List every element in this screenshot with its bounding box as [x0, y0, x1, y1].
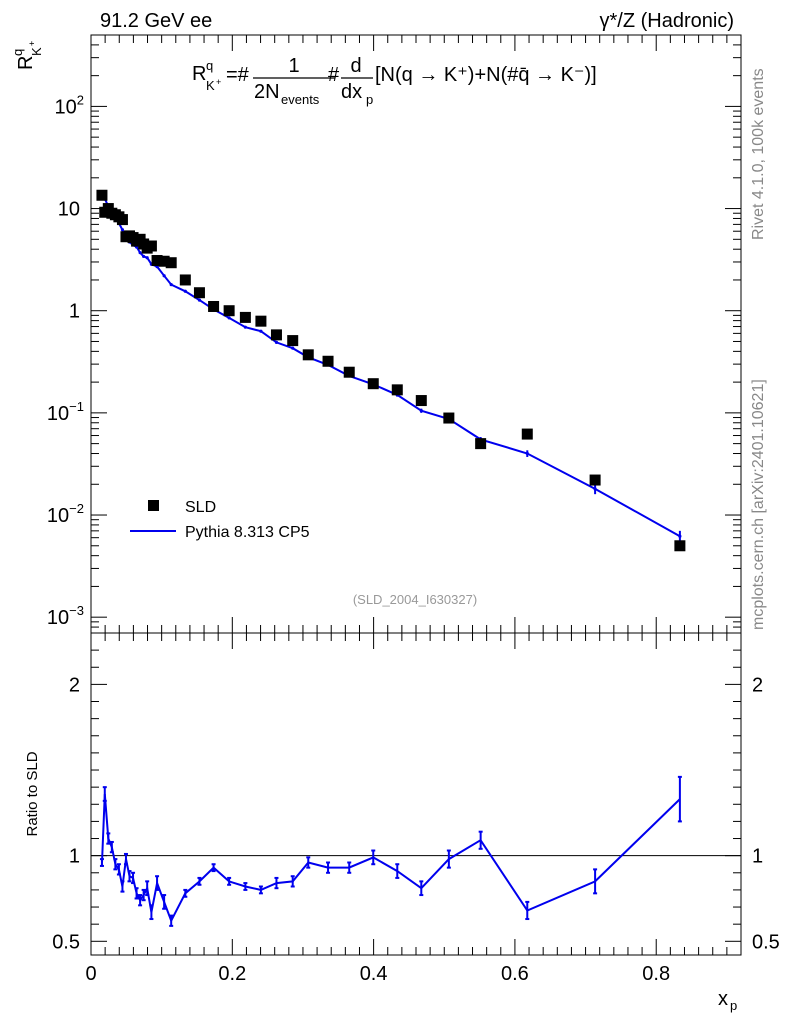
formula-frac2-num: d [350, 55, 361, 77]
ratio-xtick-label: 0 [85, 963, 96, 985]
sld-data-point [208, 300, 220, 312]
sld-data-point [322, 355, 334, 367]
ratio-ytick-label-left: 1 [69, 846, 80, 868]
mc-point [183, 289, 187, 293]
mc-point [291, 346, 295, 350]
mc-point [259, 329, 263, 333]
formula-hash2: # [328, 64, 340, 86]
mc-point [274, 340, 279, 344]
formula-lhs-subsup: + [216, 77, 221, 87]
main-ylabel-subsup: + [27, 41, 37, 46]
ratio-ytick-label-right: 0.5 [752, 931, 780, 953]
ratio-ytick-label-right: 1 [752, 846, 763, 868]
formula-eq: =# [226, 64, 250, 86]
legend-label-sld: SLD [185, 499, 216, 516]
main-ytick-label: 10−2 [47, 501, 84, 527]
main-ytick-label: 10−3 [47, 603, 84, 629]
ratio-ytick-label-left: 2 [69, 674, 80, 696]
mc-point [120, 228, 125, 232]
legend: SLD Pythia 8.313 CP5 [130, 499, 310, 541]
rivet-label: Rivet 4.1.0, 100k events [750, 68, 767, 240]
ratio-xtick-label: 0.2 [218, 963, 246, 985]
sld-data-point [270, 329, 282, 341]
sld-data-point [521, 428, 533, 440]
ratio-xtick-label: 0.8 [642, 963, 670, 985]
ratio-ytick-label-left: 0.5 [52, 931, 80, 953]
sld-data-point [96, 189, 108, 201]
formula-bracket: [N(q → K⁺)+N(#q̄ → K⁻)] [375, 64, 597, 86]
sld-data-point [367, 378, 379, 390]
ratio-series-line [101, 793, 681, 924]
main-ylabel-sup: q [10, 49, 25, 56]
ratio-xtick-label: 0.6 [501, 963, 529, 985]
analysis-id: (SLD_2004_I630327) [353, 592, 477, 607]
ratio-panel-frame [90, 632, 742, 956]
ratio-xlabel-sub: p [730, 998, 737, 1013]
sld-data-point [193, 287, 205, 299]
sld-data-point [165, 257, 177, 269]
formula-frac1-den-sub: events [281, 92, 320, 107]
legend-marker-sld [148, 500, 159, 511]
ratio-xlabel: x [718, 988, 728, 1010]
sld-data-point [116, 214, 128, 226]
formula-frac1-num: 1 [288, 55, 299, 77]
mc-point [227, 316, 231, 320]
mc-point [138, 251, 142, 255]
sld-data-point [239, 311, 251, 323]
sld-data-point [302, 349, 314, 361]
sld-data-point [255, 315, 267, 327]
mc-point [593, 487, 597, 491]
main-ytick-label: 1 [69, 301, 80, 323]
sld-data-point [475, 438, 487, 450]
formula-frac1-den: 2N [254, 81, 280, 103]
ratio-ytick-label-right: 2 [752, 674, 763, 696]
formula-lhs-sub: K [206, 78, 215, 93]
sld-data-point [158, 255, 170, 267]
main-ylabel-text: R [15, 56, 37, 70]
mcplots-label: mcplots.cern.ch [arXiv:2401.10621] [750, 379, 767, 630]
ratio-ylabel: Ratio to SLD [24, 751, 41, 836]
mc-point [419, 409, 423, 413]
formula-frac2-den: dx [341, 81, 362, 103]
main-ylabel-sub: K [29, 47, 44, 56]
sld-data-point [287, 335, 299, 347]
mc-point [145, 256, 149, 260]
main-ytick-label: 102 [55, 92, 84, 118]
main-ytick-label: 10−1 [47, 399, 84, 425]
main-ytick-label: 10 [58, 199, 80, 221]
mc-point [525, 451, 529, 456]
mc-point [197, 298, 202, 302]
main-ylabel: R q K + [10, 41, 44, 70]
mc-point [678, 534, 682, 538]
sld-data-point [443, 412, 455, 424]
sld-data-point [343, 366, 355, 378]
header-right: γ*/Z (Hadronic) [600, 10, 734, 32]
formula-frac2-den-sub: p [366, 92, 373, 107]
header-left: 91.2 GeV ee [100, 10, 212, 32]
ratio-chart-layer: 0.5 0.5 1 1 2 2 0 0.2 0.4 0.6 0.8 [52, 633, 780, 985]
formula: R q K + =# 1 2N events # d dx p [N(q → K… [192, 55, 597, 107]
ratio-xtick-label: 0.4 [360, 963, 388, 985]
sld-data-point [151, 255, 163, 267]
main-chart-layer: 10−3 10−2 10−1 1 10 102 [47, 35, 741, 633]
formula-lhs-sup: q [206, 58, 213, 73]
mc-point [243, 325, 247, 329]
sld-data-point [415, 395, 427, 407]
main-panel-frame [90, 34, 742, 634]
sld-data-point [589, 474, 601, 486]
mc-point [162, 274, 166, 278]
mc-point [169, 283, 173, 287]
mc-point [142, 254, 146, 259]
legend-label-mc: Pythia 8.313 CP5 [185, 524, 310, 541]
sld-data-point [674, 540, 686, 552]
sld-data-point [179, 274, 191, 286]
sld-data-point [223, 305, 235, 317]
sld-data-point [391, 384, 403, 396]
formula-lhs: R [192, 63, 206, 85]
sld-data-point [145, 240, 157, 252]
